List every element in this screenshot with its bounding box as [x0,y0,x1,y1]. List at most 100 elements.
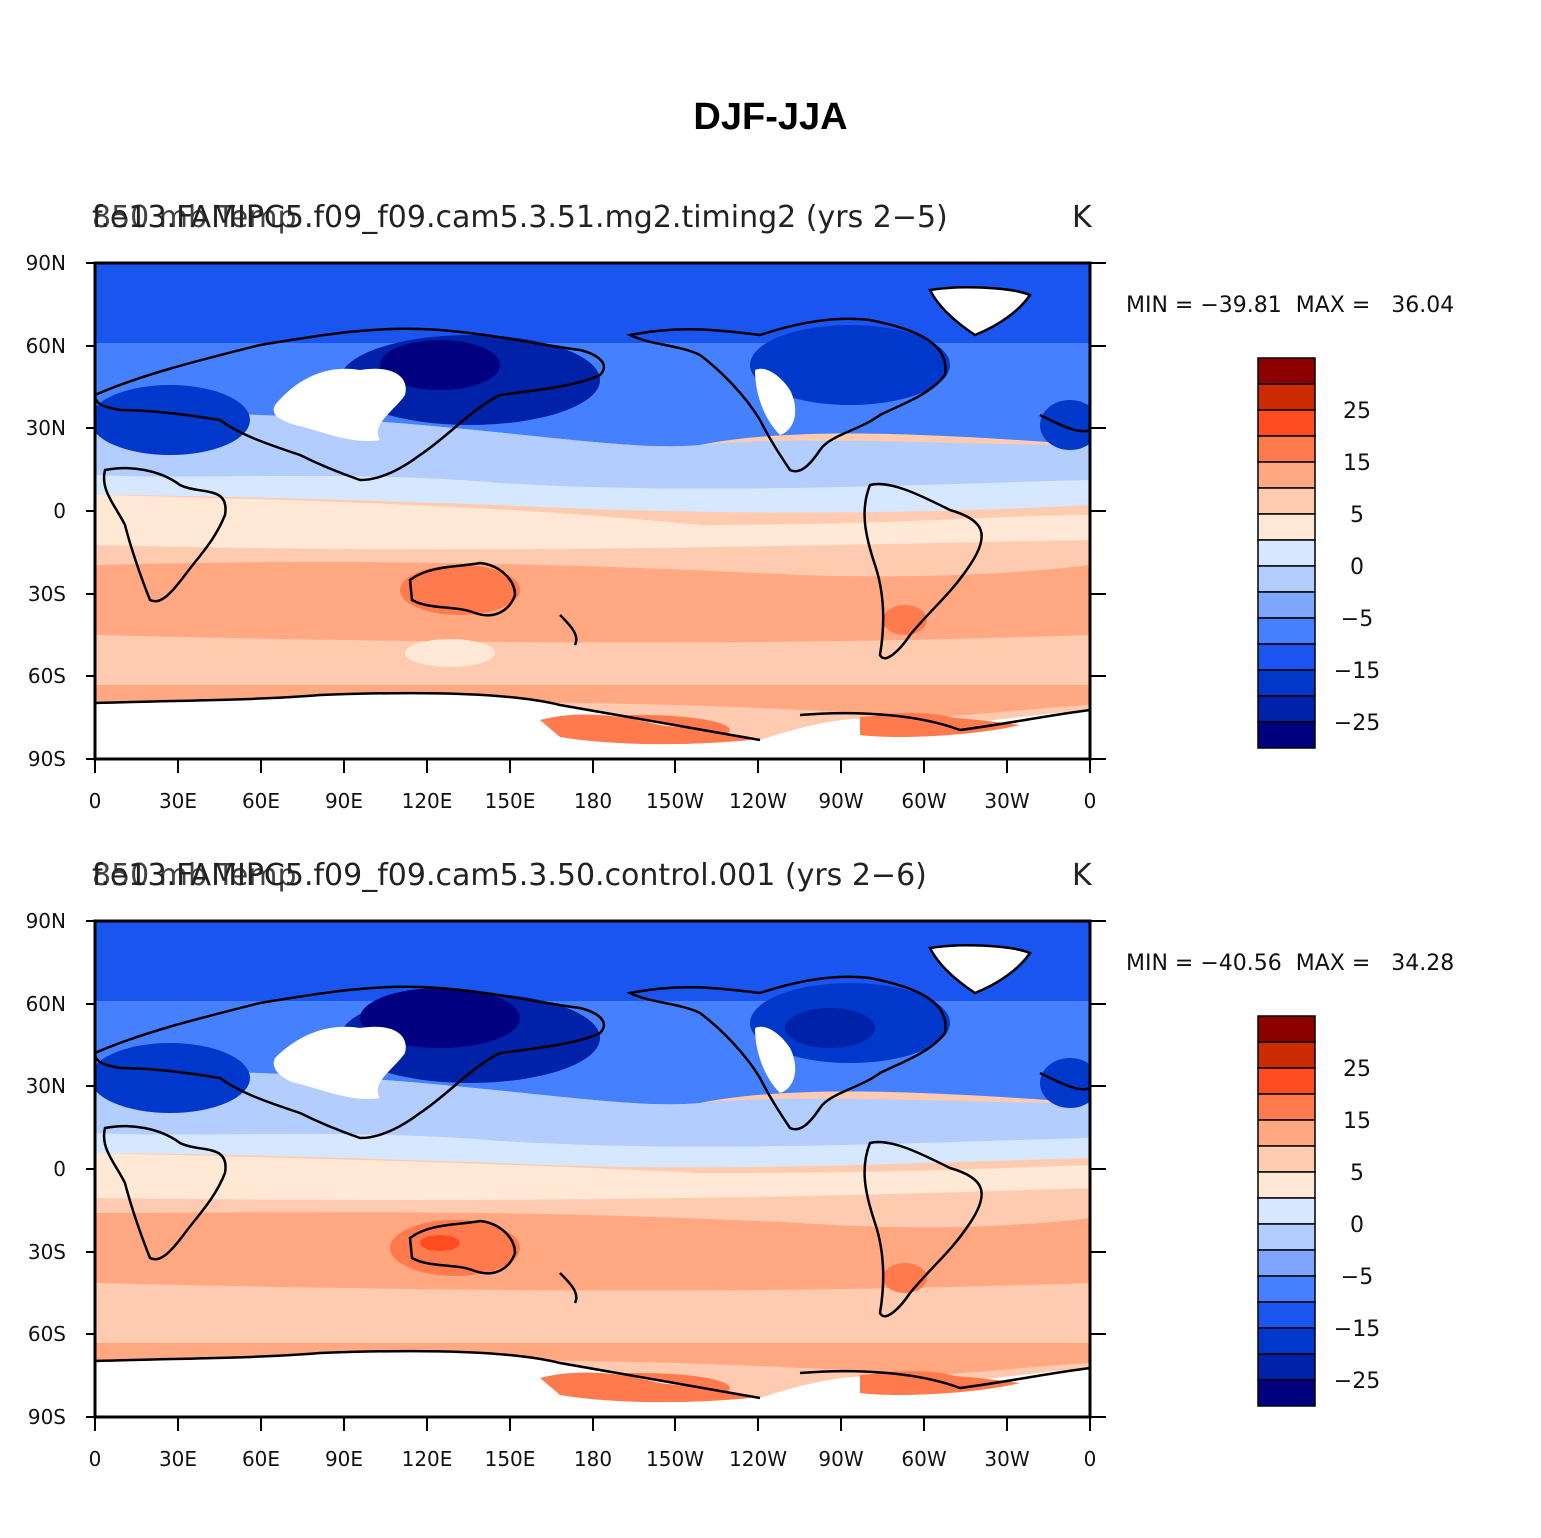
colorbar-label: −15 [1334,1317,1380,1342]
lon-label: 30E [159,789,197,813]
temperature-field [95,263,1090,759]
lat-label: 90N [26,909,66,933]
panel-case-title: f.e13.FAMIPC5.f09_f09.cam5.3.51.mg2.timi… [92,200,948,235]
lon-label: 90E [325,1447,363,1471]
colorbar-swatch [1257,1197,1316,1225]
coastlines [95,944,1090,1400]
lat-label: 0 [53,1157,66,1181]
map-figure: 90N 60N 30N 0 30S 60S 90S 0 30E 60E 90E [26,251,1381,813]
colorbar: 25 15 5 0 −5 −15 −25 [1257,1015,1380,1407]
colorbar-label: −15 [1334,659,1380,684]
lon-label: 0 [1084,1447,1097,1471]
lon-label: 150E [485,1447,536,1471]
colorbar-swatch [1257,409,1316,437]
lon-label: 30W [984,789,1029,813]
lat-label: 60S [28,664,66,688]
colorbar-label: 5 [1350,503,1364,528]
temperature-field [95,921,1090,1417]
lat-label: 30N [26,416,66,440]
lat-label: 60S [28,1322,66,1346]
lat-label: 60N [26,992,66,1016]
colorbar-swatch [1257,591,1316,619]
colorbar-swatch [1257,1041,1316,1069]
lon-label: 0 [89,789,102,813]
lon-label: 60W [901,789,946,813]
lon-label: 0 [89,1447,102,1471]
panel-variable-title: 850 mb Temp [92,858,297,893]
colorbar-swatch [1257,643,1316,671]
lon-label: 30E [159,1447,197,1471]
coastlines [95,286,1090,742]
lat-axis: 90N 60N 30N 0 30S 60S 90S [26,251,1106,771]
colorbar-label: −25 [1334,711,1380,736]
colorbar-label: 0 [1350,1213,1364,1238]
lon-label: 90E [325,789,363,813]
colorbar-swatch [1257,1093,1316,1121]
colorbar-label: 25 [1343,399,1371,424]
panel-units: K [1072,200,1092,235]
lat-label: 30S [28,1240,66,1264]
lon-label: 150W [646,1447,704,1471]
colorbar-swatch [1257,1119,1316,1147]
colorbar-label: 25 [1343,1057,1371,1082]
lon-label: 150E [485,789,536,813]
lon-label: 150W [646,789,704,813]
lon-label: 120E [402,789,453,813]
lat-label: 90S [28,1405,66,1429]
colorbar-swatch [1257,1301,1316,1329]
colorbar-label: 5 [1350,1161,1364,1186]
colorbar-label: 15 [1343,1109,1371,1134]
lon-label: 120E [402,1447,453,1471]
panel-case-title: f.e13.FAMIPC5.f09_f09.cam5.3.50.control.… [92,858,927,893]
colorbar-swatch [1257,1327,1316,1355]
lat-label: 30S [28,582,66,606]
lon-label: 30W [984,1447,1029,1471]
lon-label: 0 [1084,789,1097,813]
lon-label: 90W [818,1447,863,1471]
lat-label: 90N [26,251,66,275]
colorbar-swatch [1257,513,1316,541]
colorbar-label: 0 [1350,555,1364,580]
lon-label: 120W [729,1447,787,1471]
map-panel-top: 90N 60N 30N 0 30S 60S 90S 0 30E 60E 90E [0,195,1541,835]
lon-label: 90W [818,789,863,813]
colorbar-swatch [1257,1275,1316,1303]
colorbar: 25 15 5 0 −5 −15 −25 [1257,357,1380,749]
min-max-readout: MIN = −39.81 MAX = 36.04 [1126,293,1455,318]
lon-label: 120W [729,789,787,813]
lat-axis: 90N 60N 30N 0 30S 60S 90S [26,909,1106,1429]
map-figure: 90N 60N 30N 0 30S 60S 90S 0 30E 60E 90E [26,909,1381,1471]
map-panel-bottom: 90N 60N 30N 0 30S 60S 90S 0 30E 60E 90E [0,853,1541,1493]
colorbar-swatch [1257,721,1316,749]
colorbar-swatch [1257,695,1316,723]
colorbar-swatch [1257,357,1316,385]
lon-label: 60E [242,789,280,813]
lat-label: 60N [26,334,66,358]
colorbar-swatch [1257,1171,1316,1199]
lat-label: 90S [28,747,66,771]
lon-axis: 0 30E 60E 90E 120E 150E 180 150W 120W 90… [89,759,1097,813]
colorbar-swatch [1257,1015,1316,1043]
lon-axis: 0 30E 60E 90E 120E 150E 180 150W 120W 90… [89,1417,1097,1471]
lat-label: 0 [53,499,66,523]
lat-label: 30N [26,1074,66,1098]
lon-label: 60E [242,1447,280,1471]
colorbar-swatch [1257,1223,1316,1251]
colorbar-label: −25 [1334,1369,1380,1394]
colorbar-label: −5 [1341,1265,1373,1290]
colorbar-swatch [1257,1249,1316,1277]
colorbar-label: −5 [1341,607,1373,632]
colorbar-label: 15 [1343,451,1371,476]
colorbar-swatch [1257,1379,1316,1407]
colorbar-swatch [1257,383,1316,411]
colorbar-swatch [1257,487,1316,515]
colorbar-swatch [1257,1067,1316,1095]
panel-units: K [1072,858,1092,893]
colorbar-swatch [1257,617,1316,645]
colorbar-swatch [1257,435,1316,463]
colorbar-swatch [1257,1145,1316,1173]
colorbar-swatch [1257,1353,1316,1381]
colorbar-swatch [1257,565,1316,593]
colorbar-swatch [1257,669,1316,697]
colorbar-swatch [1257,539,1316,567]
